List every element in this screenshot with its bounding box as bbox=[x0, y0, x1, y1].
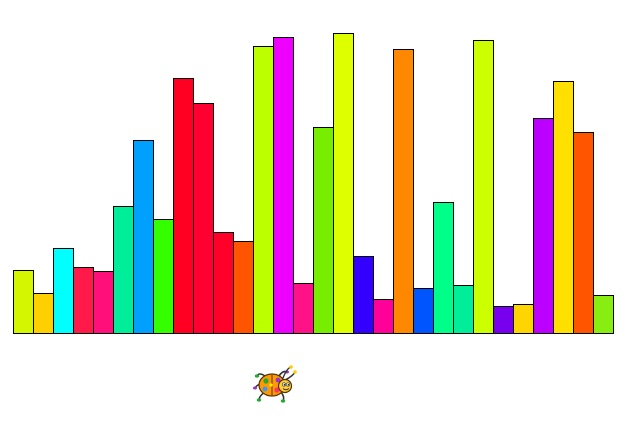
bar-21[interactable] bbox=[413, 288, 434, 334]
bar-29[interactable] bbox=[573, 132, 594, 334]
bar-5[interactable] bbox=[93, 271, 114, 334]
bar-9[interactable] bbox=[173, 78, 194, 334]
bar-15[interactable] bbox=[293, 283, 314, 334]
bar-7[interactable] bbox=[133, 140, 154, 334]
bar-24[interactable] bbox=[473, 40, 494, 334]
bar-27[interactable] bbox=[533, 118, 554, 334]
ladybug-icon[interactable] bbox=[253, 364, 297, 404]
bar-3[interactable] bbox=[53, 248, 74, 334]
bar-14[interactable] bbox=[273, 37, 294, 334]
bar-11[interactable] bbox=[213, 232, 234, 334]
bar-17[interactable] bbox=[333, 33, 354, 334]
bar-22[interactable] bbox=[433, 202, 454, 334]
bar-26[interactable] bbox=[513, 304, 534, 334]
bar-2[interactable] bbox=[33, 293, 54, 334]
bar-20[interactable] bbox=[393, 49, 414, 334]
bar-16[interactable] bbox=[313, 127, 334, 334]
bar-13[interactable] bbox=[253, 46, 274, 334]
bar-8[interactable] bbox=[153, 219, 174, 334]
bar-1[interactable] bbox=[13, 270, 34, 334]
bar-23[interactable] bbox=[453, 285, 474, 334]
bar-12[interactable] bbox=[233, 241, 254, 334]
bar-18[interactable] bbox=[353, 256, 374, 334]
bar-30[interactable] bbox=[593, 295, 614, 334]
bar-28[interactable] bbox=[553, 81, 574, 334]
bar-6[interactable] bbox=[113, 206, 134, 334]
bar-19[interactable] bbox=[373, 299, 394, 334]
bar-4[interactable] bbox=[73, 267, 94, 334]
bar-10[interactable] bbox=[193, 103, 214, 334]
bar-25[interactable] bbox=[493, 306, 514, 334]
